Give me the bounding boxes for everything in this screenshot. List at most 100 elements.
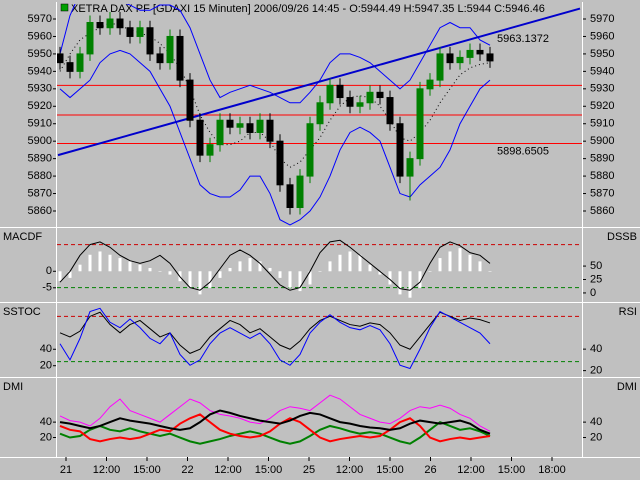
histogram-bar [128,261,132,272]
y-tick-label: 5910 [590,118,614,130]
y-tick-label: 5890 [28,153,52,165]
candle-body [396,123,404,177]
y-tick-label: 5940 [28,65,52,77]
y-tick-label: 5870 [28,187,52,199]
x-tick-label: 12:00 [336,464,364,476]
x-tick-label: 21 [60,464,72,476]
candle-body [236,123,244,128]
candle-body [266,119,274,142]
y-tick-label: 0 [46,265,52,277]
series-line [59,239,491,291]
histogram-bar [428,271,432,272]
candle-body [226,119,234,128]
candle-body [466,49,474,58]
y-tick-label: 5860 [590,205,614,217]
histogram-bar [108,254,112,272]
x-tick-label: 15:00 [376,464,404,476]
y2-tick-label: 40 [590,343,602,355]
histogram-bar [198,271,202,295]
histogram-bar [368,264,372,272]
candle-body [126,27,134,37]
series-line [59,413,491,443]
histogram-bar [248,258,252,272]
x-tick-label: 12:00 [93,464,121,476]
histogram-bar [298,271,302,292]
histogram-bar [138,264,142,272]
histogram-bar [68,271,72,278]
x-tick-label: 12:00 [214,464,242,476]
panel-label: RSI [619,306,637,318]
series-line [59,307,491,370]
series-line [59,21,491,168]
candle-body [416,88,424,160]
histogram-bar [448,251,452,272]
candle-body [306,123,314,177]
panel-label: DMI [617,381,637,393]
histogram-bar [488,271,492,272]
histogram-bar [278,271,282,278]
y-tick-label: 5870 [590,187,614,199]
candle-body [216,119,224,146]
y-tick-label: 5930 [590,83,614,95]
histogram-bar [148,267,152,272]
candle-body [66,62,74,72]
y-tick-label: 5930 [28,83,52,95]
y-tick-label: 40 [40,416,52,428]
histogram-bar [308,271,312,285]
series-line [59,394,491,432]
histogram-bar [358,254,362,272]
candle-body [446,53,454,64]
candle-body [116,18,124,29]
candle-body [436,53,444,81]
histogram-bar [208,271,212,288]
line-label: 5898.6505 [497,145,549,157]
candle-body [286,184,294,209]
panel-label: DMI [3,381,23,393]
candle-body [156,53,164,64]
histogram-bar [238,261,242,272]
chart-title: XETRA DAX PF [GDAXI 15 Minuten] 2006/09/… [71,3,545,15]
histogram-bar [218,271,222,278]
panel [59,394,491,445]
y-tick-label: 5970 [590,13,614,25]
histogram-bar [158,271,162,272]
histogram-bar [398,271,402,295]
y2-tick-label: 0 [590,287,596,299]
histogram-bar [118,258,122,272]
histogram-bar [78,264,82,272]
candle-body [386,97,394,125]
candle-body [57,53,64,64]
x-tick-label: 18:00 [538,464,566,476]
histogram-bar [58,271,62,282]
histogram-bar [258,261,262,272]
candle-body [356,102,364,107]
histogram-bar [268,267,272,272]
panel [57,4,582,226]
y2-tick-label: 20 [590,365,602,377]
candle-body [196,119,204,156]
panel [57,307,582,370]
y-tick-label: 20 [40,431,52,443]
candle-body [366,91,374,104]
x-tick-label: 22 [181,464,193,476]
candle-body [476,49,484,55]
x-tick-label: 15:00 [255,464,283,476]
y-tick-label: 5960 [590,30,614,42]
histogram-bar [328,261,332,272]
y2-tick-label: 50 [590,260,602,272]
histogram-bar [288,271,292,288]
candle-body [276,140,284,186]
x-tick-label: 15:00 [498,464,526,476]
y2-tick-label: 25 [590,273,602,285]
candle-body [146,27,154,55]
histogram-bar [478,261,482,272]
candle-body [326,84,334,104]
panel [57,239,582,298]
candle-body [296,175,304,208]
histogram-bar [168,271,172,275]
y-tick-label: 5880 [590,170,614,182]
series-line [59,311,491,354]
y-tick-label: 40 [590,416,602,428]
